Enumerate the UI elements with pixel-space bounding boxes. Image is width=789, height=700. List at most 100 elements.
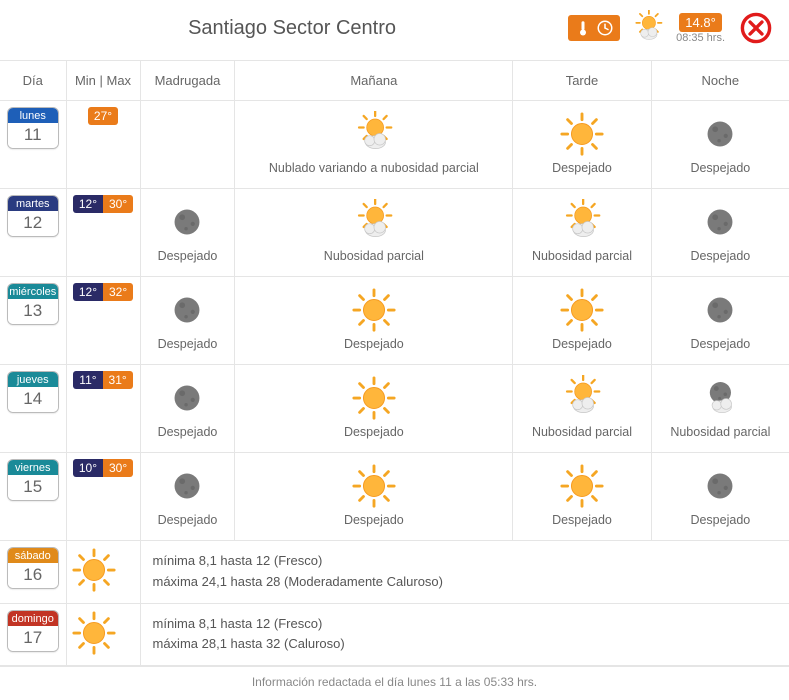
clock-icon <box>596 19 614 37</box>
day-number: 17 <box>8 626 58 651</box>
clear-night-icon <box>697 287 743 333</box>
minmax-pill: 12°32° <box>73 283 133 301</box>
day-pill[interactable]: miércoles 13 <box>7 283 59 325</box>
forecast-label: Despejado <box>690 249 750 264</box>
thermometer-icon <box>574 19 592 37</box>
col-manana: Mañana <box>235 61 513 101</box>
day-pill[interactable]: lunes 11 <box>7 107 59 149</box>
weekend-row: sábado 16 mínima 8,1 hasta 12 (Fresco) m… <box>0 541 789 604</box>
sunny-icon <box>559 287 605 333</box>
day-pill[interactable]: domingo 17 <box>7 610 59 652</box>
partly-cloudy-day-icon <box>351 111 397 157</box>
current-temp-box: 14.8° 08:35 hrs. <box>676 13 725 44</box>
sunny-icon <box>559 111 605 157</box>
minmax-cell: 12°30° <box>66 189 140 277</box>
clear-night-icon <box>164 287 210 333</box>
temp-min: 11° <box>73 371 102 389</box>
day-number: 12 <box>8 211 58 236</box>
day-pill[interactable]: viernes 15 <box>7 459 59 501</box>
temp-min: 12° <box>73 283 103 301</box>
sunny-icon <box>559 463 605 509</box>
partly-cloudy-day-icon <box>559 375 605 421</box>
forecast-label: Nubosidad parcial <box>324 249 424 264</box>
day-cell: sábado 16 <box>0 541 66 604</box>
forecast-row: martes 12 12°30° Despejado Nubosidad par… <box>0 189 789 277</box>
table-header-row: Día Min | Max Madrugada Mañana Tarde Noc… <box>0 61 789 101</box>
clear-night-icon <box>164 463 210 509</box>
close-icon <box>739 11 773 45</box>
header: Santiago Sector Centro 14.8° 08:35 hrs. <box>0 0 789 60</box>
day-of-week: domingo <box>8 611 58 626</box>
weekend-min-line: mínima 8,1 hasta 12 (Fresco) <box>153 614 778 635</box>
forecast-cell: Despejado <box>651 277 789 365</box>
forecast-label: Nublado variando a nubosidad parcial <box>269 161 479 176</box>
clear-night-icon <box>697 199 743 245</box>
forecast-cell: Despejado <box>140 453 235 541</box>
weekend-min-line: mínima 8,1 hasta 12 (Fresco) <box>153 551 778 572</box>
forecast-label: Despejado <box>344 425 404 440</box>
day-cell: miércoles 13 <box>0 277 66 365</box>
weekend-summary: mínima 8,1 hasta 12 (Fresco) máxima 24,1… <box>140 541 789 604</box>
forecast-cell: Nubosidad parcial <box>513 189 651 277</box>
day-cell: jueves 14 <box>0 365 66 453</box>
minmax-cell: 11°31° <box>66 365 140 453</box>
day-number: 13 <box>8 299 58 324</box>
sunny-icon <box>351 287 397 333</box>
minmax-cell: 12°32° <box>66 277 140 365</box>
day-pill[interactable]: jueves 14 <box>7 371 59 413</box>
forecast-label: Despejado <box>552 513 612 528</box>
partly-cloudy-night-icon <box>697 375 743 421</box>
sunny-icon <box>351 375 397 421</box>
temp-max: 32° <box>103 283 133 301</box>
temp-max: 30° <box>103 459 133 477</box>
day-pill[interactable]: martes 12 <box>7 195 59 237</box>
forecast-row: miércoles 13 12°32° Despejado Despejado … <box>0 277 789 365</box>
weekend-max-line: máxima 28,1 hasta 32 (Caluroso) <box>153 634 778 655</box>
current-weather-icon <box>628 10 668 46</box>
sunny-icon <box>71 547 117 593</box>
forecast-row: jueves 14 11°31° Despejado Despejado Nub… <box>0 365 789 453</box>
day-of-week: lunes <box>8 108 58 123</box>
minmax-cell: 10°30° <box>66 453 140 541</box>
close-button[interactable] <box>739 11 773 45</box>
location-title: Santiago Sector Centro <box>16 17 568 40</box>
weekend-row: domingo 17 mínima 8,1 hasta 12 (Fresco) … <box>0 603 789 666</box>
day-number: 11 <box>8 123 58 148</box>
forecast-cell: Despejado <box>235 453 513 541</box>
partly-cloudy-day-icon <box>351 199 397 245</box>
day-cell: martes 12 <box>0 189 66 277</box>
col-madrugada: Madrugada <box>140 61 235 101</box>
forecast-label: Despejado <box>552 337 612 352</box>
temp-max: 31° <box>103 371 133 389</box>
day-number: 15 <box>8 475 58 500</box>
forecast-cell: Despejado <box>140 189 235 277</box>
forecast-label: Nubosidad parcial <box>532 249 632 264</box>
day-cell: lunes 11 <box>0 101 66 189</box>
forecast-label: Despejado <box>344 337 404 352</box>
forecast-cell: Despejado <box>651 453 789 541</box>
forecast-table: Día Min | Max Madrugada Mañana Tarde Noc… <box>0 60 789 666</box>
forecast-cell: Despejado <box>513 277 651 365</box>
forecast-cell: Despejado <box>140 365 235 453</box>
day-of-week: jueves <box>8 372 58 387</box>
forecast-cell-empty <box>140 101 235 189</box>
minmax-pill: 27° <box>88 107 118 125</box>
day-of-week: martes <box>8 196 58 211</box>
thermo-clock-badge[interactable] <box>568 15 620 41</box>
temp-min: 12° <box>73 195 103 213</box>
col-tarde: Tarde <box>513 61 651 101</box>
day-cell: domingo 17 <box>0 603 66 666</box>
forecast-cell: Despejado <box>513 101 651 189</box>
day-number: 14 <box>8 387 58 412</box>
header-right: 14.8° 08:35 hrs. <box>568 10 773 46</box>
day-cell: viernes 15 <box>0 453 66 541</box>
day-pill[interactable]: sábado 16 <box>7 547 59 589</box>
sunny-icon <box>351 463 397 509</box>
clear-night-icon <box>164 199 210 245</box>
forecast-label: Nubosidad parcial <box>670 425 770 440</box>
minmax-cell: 27° <box>66 101 140 189</box>
weekend-max-line: máxima 24,1 hasta 28 (Moderadamente Calu… <box>153 572 778 593</box>
weekend-icon-cell <box>66 541 140 604</box>
partly-cloudy-day-icon <box>559 199 605 245</box>
forecast-cell: Despejado <box>140 277 235 365</box>
